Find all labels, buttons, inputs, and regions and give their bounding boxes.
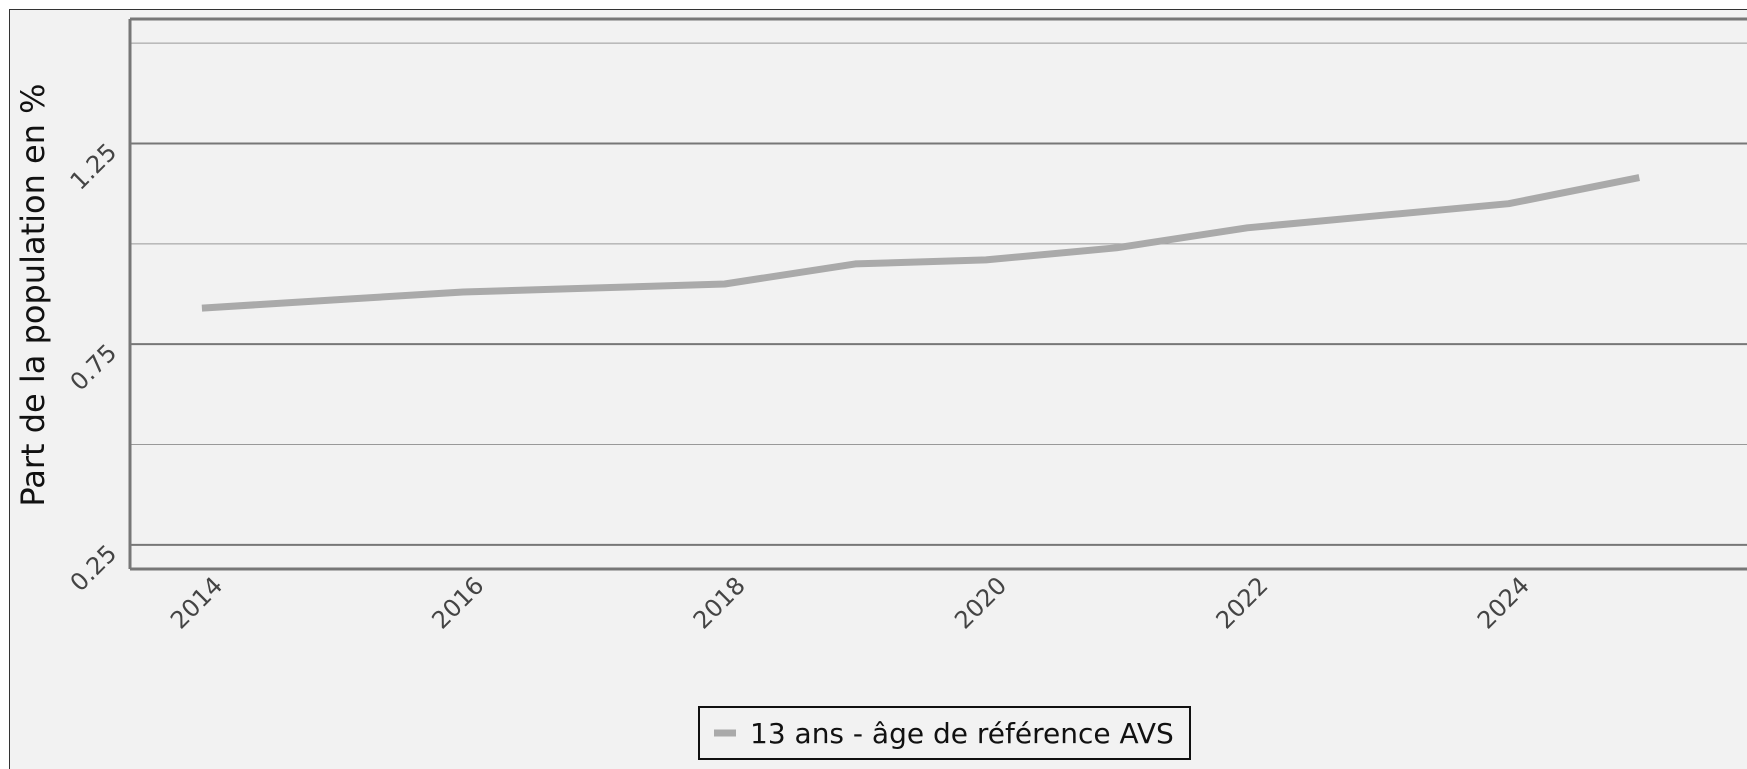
x-tick-labels: 2014 2016 2018 2020 2022 2024 [165,571,1535,634]
x-tick-label: 2024 [1472,571,1535,634]
x-tick-label: 2022 [1211,571,1274,634]
plot-area [130,19,1747,569]
legend: 13 ans - âge de référence AVS [698,706,1191,760]
x-tick-label: 2020 [949,571,1012,634]
series-lines [201,174,1640,312]
grid-lines [130,42,1747,546]
x-tick-label: 2016 [426,571,489,634]
y-tick-labels: 0.25 0.75 1.25 [65,138,123,597]
y-tick-label: 1.25 [65,138,123,196]
x-tick-label: 2014 [165,571,228,634]
x-tick-label: 2018 [688,571,751,634]
legend-label: 13 ans - âge de référence AVS [750,717,1174,750]
y-axis-label: Part de la population en % [14,83,52,506]
axes [128,17,1747,571]
y-tick-label: 0.75 [65,339,123,397]
series-line [201,174,1640,312]
legend-box [698,706,1191,760]
y-tick-label: 0.25 [65,539,123,597]
